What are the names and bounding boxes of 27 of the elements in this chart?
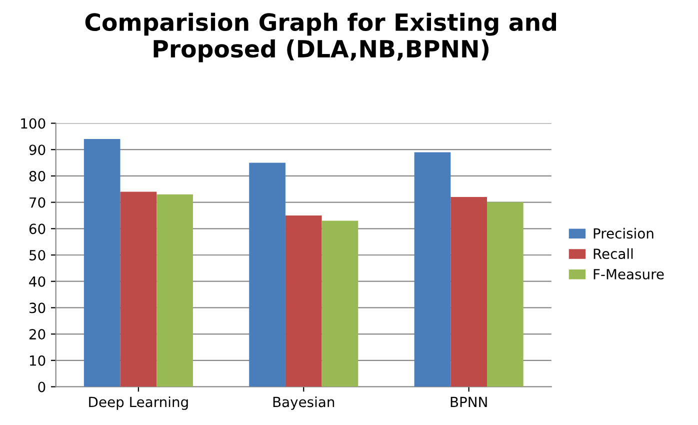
y-tick-label: 30 <box>30 302 46 314</box>
y-tick-label: 0 <box>38 382 46 392</box>
x-tick-label: BPNN <box>450 396 487 408</box>
legend-label: Precision <box>594 228 654 239</box>
legend-label: F-Measure <box>594 269 664 280</box>
legend-label: Recall <box>594 248 633 260</box>
y-tick-label: 70 <box>30 197 46 208</box>
y-tick-label: 80 <box>29 170 46 182</box>
y-tick-label: 20 <box>29 329 46 340</box>
x-tick-label: Deep Learning <box>89 396 188 410</box>
y-tick-label: 50 <box>30 250 46 260</box>
bar <box>486 202 524 387</box>
bar <box>285 215 322 387</box>
bar <box>120 192 157 387</box>
x-tick-label: Bayesian <box>273 396 334 410</box>
bar <box>84 139 120 387</box>
bar <box>450 197 487 387</box>
y-tick-label: 100 <box>21 118 46 129</box>
y-tick-label: 10 <box>30 355 46 366</box>
bar <box>249 162 286 387</box>
bar <box>414 152 451 387</box>
y-tick-label: 90 <box>29 144 46 156</box>
y-tick-label: 40 <box>29 276 46 287</box>
bar <box>156 194 193 387</box>
y-tick-label: 60 <box>29 224 46 234</box>
chart-title: Comparision Graph for Existing and Proposed (DLA,NB,BPNN) <box>85 12 556 62</box>
bar <box>322 220 358 387</box>
